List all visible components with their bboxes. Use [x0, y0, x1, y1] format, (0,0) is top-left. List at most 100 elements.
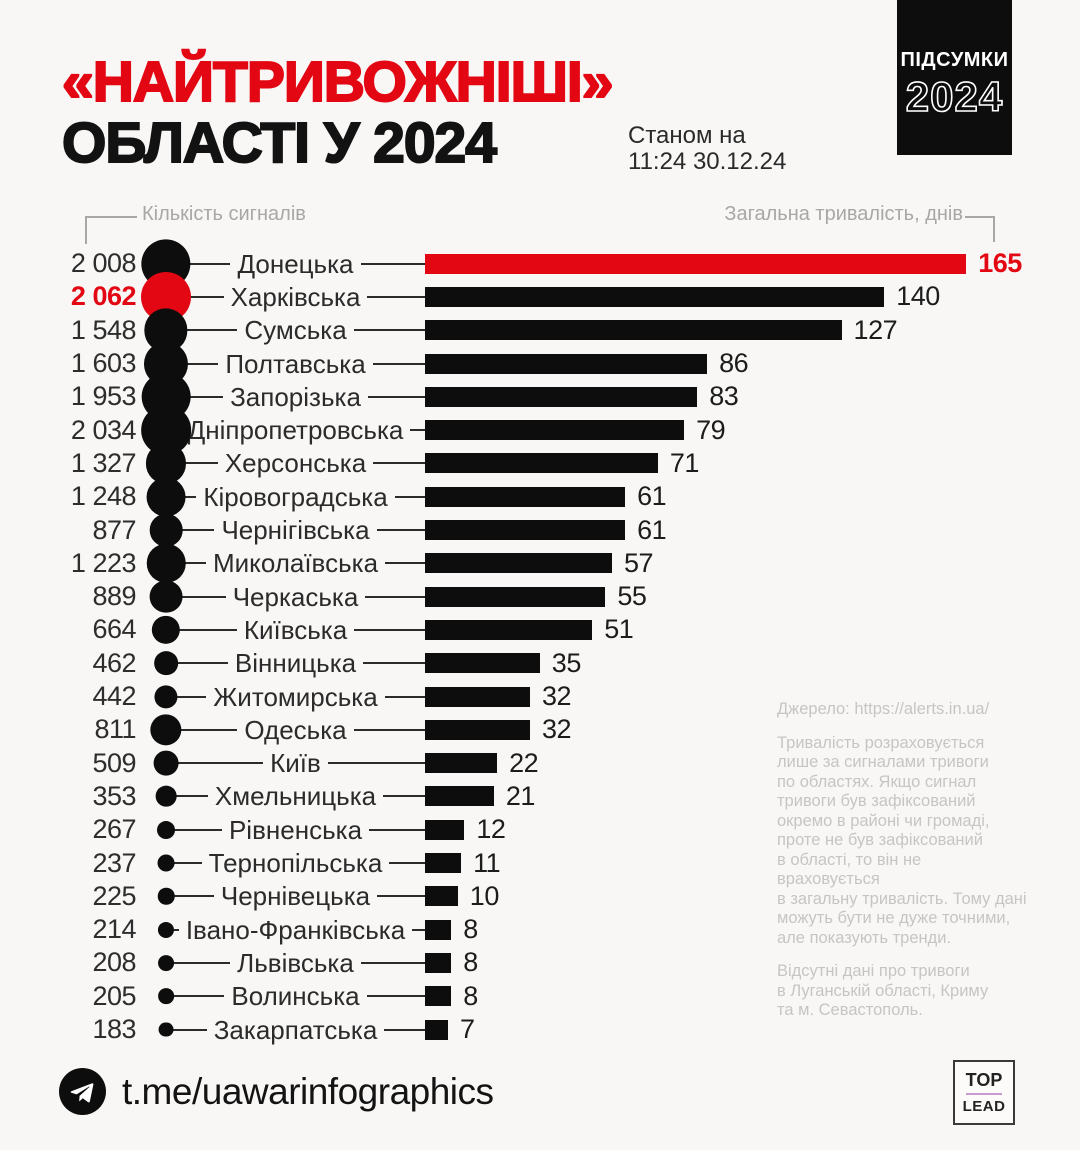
oblast-name: Сумська	[244, 315, 347, 346]
leader-line	[353, 329, 425, 332]
row-label-zone: Вінницька	[166, 647, 426, 680]
chart-row: 1 327 Херсонська 71	[0, 443, 1080, 484]
duration-bar	[425, 353, 708, 374]
leader-line	[166, 662, 228, 665]
row-label-zone: Івано-Франківська	[166, 913, 426, 946]
page-title-accent: «НАЙТРИВОЖНІШІ»	[61, 50, 614, 114]
signal-count-bubble	[157, 854, 175, 872]
leader-line	[166, 462, 218, 465]
telegram-icon[interactable]	[59, 1068, 106, 1115]
oblast-name: Житомирська	[213, 681, 378, 712]
duration-value: 165	[978, 248, 1022, 279]
chart-row: 1 248 Кіровоградська 61	[0, 477, 1080, 517]
row-label-zone: Запорізька	[166, 380, 425, 413]
signal-count: 1 248	[70, 481, 137, 512]
chart-row: 1 223 Миколаївська 57	[0, 544, 1080, 583]
duration-value: 61	[637, 481, 667, 512]
row-label-zone: Одеська	[166, 713, 425, 746]
leader-line	[384, 1028, 426, 1031]
signal-count: 1 603	[70, 348, 137, 379]
leader-line	[166, 895, 214, 898]
duration-value: 7	[459, 1014, 475, 1045]
chart-row: 509 Київ 22	[0, 747, 1080, 780]
leader-line	[389, 862, 425, 865]
signal-count-bubble	[157, 820, 175, 839]
row-label-zone: Полтавська	[166, 347, 426, 380]
missing-data-note: Відсутні дані про тривоги в Луганській о…	[777, 962, 989, 1019]
row-label-zone: Рівненська	[166, 813, 425, 846]
duration-value: 86	[719, 348, 749, 379]
signal-count: 1 327	[70, 447, 137, 478]
duration-value: 11	[473, 847, 501, 878]
badge-year: 2024	[905, 72, 1004, 120]
oblast-name: Вінницька	[234, 648, 357, 679]
leader-line	[166, 562, 206, 565]
toplead-logo: TOP LEAD	[953, 1060, 1015, 1125]
duration-bar	[425, 719, 530, 740]
duration-value: 32	[541, 714, 572, 745]
duration-value: 22	[509, 747, 539, 778]
signal-count: 214	[92, 914, 136, 945]
source-text: Джерело: https://alerts.in.ua/	[777, 700, 990, 718]
duration-bar	[425, 420, 685, 441]
badge-title: ПІДСУМКИ	[900, 48, 1009, 71]
signal-count: 1 548	[70, 314, 137, 345]
signal-count-bubble	[149, 513, 183, 547]
signal-count: 2 034	[70, 414, 137, 445]
row-label-zone: Миколаївська	[166, 547, 426, 580]
leader-line	[166, 295, 224, 298]
signal-count-bubble	[154, 684, 178, 709]
chart-row: 237 Тернопільська 11	[0, 846, 1080, 879]
duration-bar	[425, 386, 698, 407]
signal-count: 2 008	[70, 248, 137, 279]
row-label-zone: Львівська	[166, 946, 426, 979]
signal-count-bubble	[149, 580, 183, 614]
duration-value: 51	[604, 614, 634, 645]
duration-bar	[425, 986, 452, 1007]
signal-count-bubble	[151, 615, 181, 645]
chart-row: 664 Київська 51	[0, 613, 1080, 646]
duration-bar	[425, 919, 452, 940]
chart-row: 2 008 Донецька 165	[0, 238, 1080, 289]
duration-bar	[425, 819, 465, 840]
duration-value: 35	[551, 647, 582, 678]
signal-count: 353	[92, 780, 136, 811]
leader-line	[410, 429, 425, 432]
oblast-name: Чернівецька	[220, 881, 371, 912]
leader-line	[360, 262, 425, 265]
duration-value: 140	[896, 281, 940, 312]
signal-count-bubble	[154, 651, 178, 676]
signal-count: 2 062	[70, 281, 137, 312]
duration-value: 83	[709, 381, 739, 412]
leader-line	[166, 862, 202, 865]
duration-bar	[425, 320, 842, 341]
telegram-handle[interactable]: t.me/uawarinfographics	[122, 1070, 494, 1112]
leader-line	[369, 828, 425, 831]
duration-value: 12	[476, 814, 506, 845]
leader-line	[166, 828, 222, 831]
leader-line	[365, 595, 426, 598]
row-label-zone: Донецька	[166, 247, 425, 280]
oblast-name: Дніпропетровська	[187, 415, 404, 446]
duration-bar	[425, 686, 530, 707]
methodology-note: Тривалість розраховується лише за сигнал…	[777, 733, 1027, 947]
duration-bar	[425, 753, 498, 774]
leader-line	[166, 1028, 207, 1031]
leader-line	[377, 895, 425, 898]
signal-count: 889	[92, 581, 136, 612]
row-label-zone: Чернівецька	[166, 880, 425, 913]
leader-line	[166, 628, 237, 631]
leader-line	[166, 795, 208, 798]
signal-count: 664	[92, 614, 136, 645]
signal-count: 267	[92, 814, 136, 845]
oblast-name: Кіровоградська	[203, 481, 388, 512]
leader-line	[372, 362, 426, 365]
oblast-name: Полтавська	[225, 348, 366, 379]
duration-value: 61	[637, 514, 667, 545]
duration-bar	[425, 786, 494, 807]
toplead-logo-bottom: LEAD	[962, 1098, 1006, 1115]
duration-value: 8	[463, 980, 478, 1011]
leader-line	[376, 529, 425, 532]
notes-block: Джерело: https://alerts.in.ua/ Триваліст…	[777, 700, 1027, 1021]
